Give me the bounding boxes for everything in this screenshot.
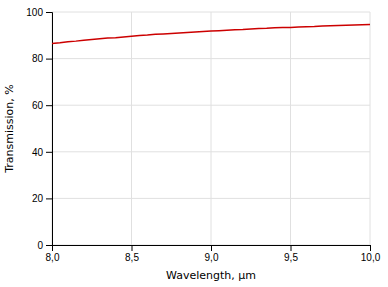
y-tick-mark bbox=[46, 152, 52, 153]
x-grid-line bbox=[211, 12, 212, 245]
x-tick-label: 8,0 bbox=[46, 252, 60, 263]
y-tick-label: 60 bbox=[32, 100, 44, 111]
x-tick-label: 8,5 bbox=[125, 252, 139, 263]
x-tick: 9,5 bbox=[284, 245, 298, 263]
y-tick: 40 bbox=[32, 147, 52, 158]
x-tick: 8,0 bbox=[46, 245, 60, 263]
y-grid-line bbox=[52, 151, 370, 152]
x-tick-mark bbox=[211, 245, 212, 251]
y-tick-mark bbox=[46, 105, 52, 106]
y-tick-label: 40 bbox=[32, 147, 44, 158]
x-tick-mark bbox=[291, 245, 292, 251]
y-axis: 0 20 40 60 80 100 bbox=[26, 7, 52, 251]
chart: 8,0 8,5 9,0 9,5 10,0 0 20 40 60 80 100 Wavelength, … bbox=[0, 0, 388, 287]
x-tick: 10,0 bbox=[361, 245, 381, 263]
y-tick-mark bbox=[46, 245, 52, 246]
y-tick: 60 bbox=[32, 100, 52, 111]
y-axis-line bbox=[46, 13, 53, 246]
y-tick: 20 bbox=[32, 193, 52, 204]
y-grid-line bbox=[52, 12, 370, 13]
x-tick-label: 10,0 bbox=[361, 252, 381, 263]
x-tick-label: 9,5 bbox=[284, 252, 298, 263]
x-grid-line bbox=[131, 12, 132, 245]
y-tick-label: 20 bbox=[32, 193, 44, 204]
y-tick-mark bbox=[46, 59, 52, 60]
x-grid-line bbox=[290, 12, 291, 245]
x-axis-line bbox=[53, 246, 371, 252]
y-tick: 0 bbox=[37, 240, 52, 251]
line bbox=[52, 25, 370, 44]
x-tick-mark bbox=[132, 245, 133, 251]
plot-area: 8,0 8,5 9,0 9,5 10,0 0 20 40 60 80 100 bbox=[26, 7, 380, 263]
x-tick-label: 9,0 bbox=[205, 252, 219, 263]
y-tick-label: 80 bbox=[32, 53, 44, 64]
y-grid-line bbox=[52, 58, 370, 59]
x-tick-mark bbox=[370, 245, 371, 251]
y-tick-mark bbox=[46, 198, 52, 199]
y-axis-title: Transmission, % bbox=[3, 84, 16, 174]
y-tick-mark bbox=[46, 12, 52, 13]
y-tick-label: 100 bbox=[26, 7, 43, 18]
x-tick: 9,0 bbox=[205, 245, 219, 263]
x-axis-title: Wavelength, μm bbox=[166, 269, 256, 282]
x-grid-line bbox=[370, 12, 371, 245]
y-tick: 80 bbox=[32, 53, 52, 64]
y-grid-line bbox=[52, 198, 370, 199]
y-grid-line bbox=[52, 105, 370, 106]
x-axis: 8,0 8,5 9,0 9,5 10,0 bbox=[46, 245, 381, 263]
y-tick-label: 0 bbox=[37, 240, 43, 251]
y-tick: 100 bbox=[26, 7, 52, 18]
lines bbox=[52, 25, 370, 44]
grid bbox=[52, 12, 370, 245]
x-tick: 8,5 bbox=[125, 245, 139, 263]
